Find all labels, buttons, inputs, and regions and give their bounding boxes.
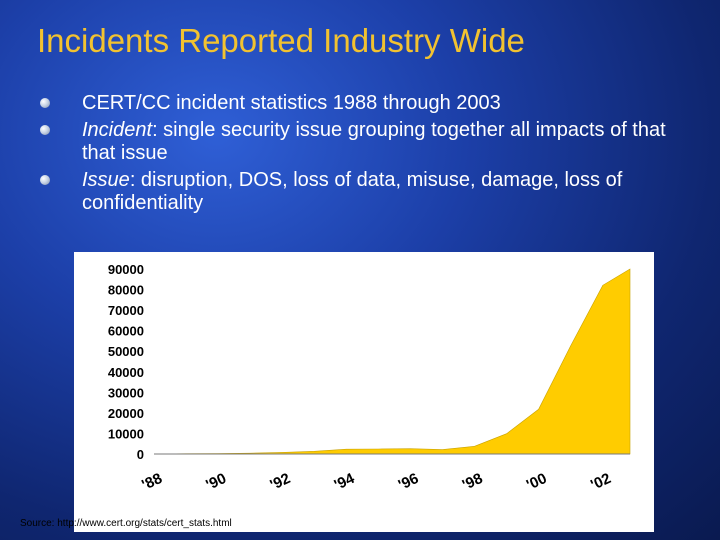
bullet-item: Incident: single security issue grouping… [38, 119, 678, 165]
y-tick-label: 30000 [108, 385, 144, 400]
y-tick-label: 20000 [108, 406, 144, 421]
x-tick-label: '00 [524, 470, 550, 494]
y-tick-label: 60000 [108, 324, 144, 339]
bullet-icon [40, 125, 50, 135]
x-tick-label: '90 [203, 470, 229, 494]
bullet-icon [40, 98, 50, 108]
chart-panel: 0 10000 20000 30000 40000 50000 60000 70000 8000… [74, 252, 654, 532]
bullet-text: : single security issue grouping togethe… [82, 119, 666, 164]
x-tick-label: '98 [460, 470, 486, 494]
bullet-text: : disruption, DOS, loss of data, misuse,… [82, 169, 623, 214]
source-citation: Source: http://www.cert.org/stats/cert_s… [20, 518, 232, 529]
x-tick-label: '94 [332, 470, 358, 494]
bullet-term: Incident [82, 119, 153, 141]
incidents-area-series [153, 268, 631, 455]
y-tick-label: 90000 [108, 262, 144, 277]
x-tick-label: '92 [268, 470, 294, 494]
slide-title: Incidents Reported Industry Wide [37, 22, 525, 59]
y-tick-label: 40000 [108, 365, 144, 380]
bullet-item: Issue: disruption, DOS, loss of data, mi… [38, 169, 678, 215]
bullet-icon [40, 175, 50, 185]
y-tick-label: 50000 [108, 344, 144, 359]
bullet-list: CERT/CC incident statistics 1988 through… [38, 92, 678, 219]
incidents-area-chart: 0 10000 20000 30000 40000 50000 60000 70000 8000… [108, 262, 631, 494]
y-tick-label: 80000 [108, 283, 144, 298]
x-tick-label: '02 [588, 470, 614, 494]
y-tick-label: 10000 [108, 426, 144, 441]
bullet-text: CERT/CC incident statistics 1988 through… [82, 92, 501, 114]
x-tick-label: '88 [139, 470, 165, 494]
y-tick-label: 0 [137, 447, 144, 462]
bullet-term: Issue [82, 169, 130, 191]
y-tick-label: 70000 [108, 303, 144, 318]
x-tick-label: '96 [396, 470, 422, 494]
bullet-item: CERT/CC incident statistics 1988 through… [38, 92, 678, 115]
